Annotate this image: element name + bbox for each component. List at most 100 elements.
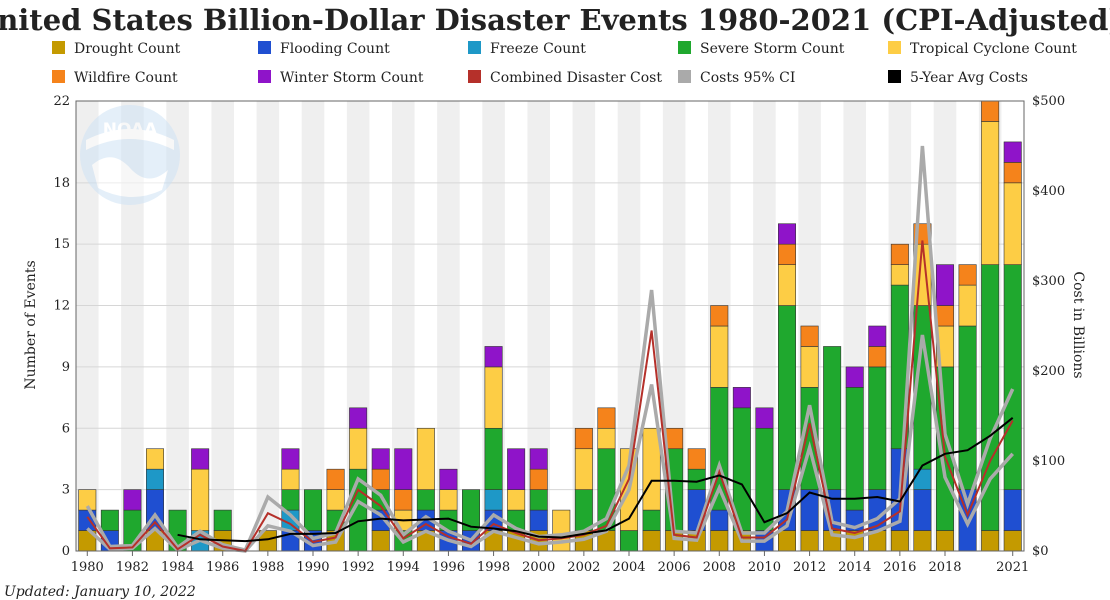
legend-label: Flooding Count	[280, 41, 390, 57]
bar-segment	[958, 325, 977, 490]
bar-segment	[507, 489, 526, 511]
legend-item: Freeze Count	[468, 41, 586, 57]
combined-disaster-cost-line	[86, 240, 1014, 553]
bar-segment	[484, 366, 503, 429]
bar-segment	[552, 509, 571, 552]
bar-segment	[981, 121, 1000, 265]
bar-segment	[349, 427, 368, 470]
legend-swatch	[888, 41, 901, 54]
bar-segment	[371, 530, 390, 552]
bar-segment	[574, 427, 593, 450]
bar-segment	[213, 509, 232, 531]
x-tick-label: 2018	[928, 560, 961, 575]
bar-segment	[913, 530, 932, 552]
y-tick-label: 9	[62, 360, 70, 375]
bar-segment	[123, 489, 142, 511]
bar-segment	[755, 427, 774, 531]
y2-tick-label: $0	[1032, 544, 1049, 559]
bar-segment	[981, 530, 1000, 552]
x-tick-label: 2021	[996, 560, 1029, 575]
x-tick-label: 2000	[522, 560, 555, 575]
bar-segment	[191, 448, 210, 470]
5-year-avg-costs-line	[177, 417, 1014, 543]
bar-segment	[326, 489, 345, 511]
bar-segment	[529, 468, 548, 490]
legend-label: 5-Year Avg Costs	[910, 70, 1028, 86]
bar-segment	[868, 325, 887, 347]
bar-segment	[800, 325, 819, 347]
legend-swatch	[888, 70, 901, 83]
legend-item: Wildfire Count	[52, 70, 178, 86]
bar-segment	[100, 509, 119, 531]
y-tick-label: 18	[53, 176, 70, 191]
bar-segment	[665, 427, 684, 450]
column-shade	[437, 101, 460, 551]
chart-title: United States Billion-Dollar Disaster Ev…	[0, 3, 1110, 37]
bar-segment	[936, 264, 954, 306]
y-axis-label: Number of Events	[23, 260, 39, 389]
legend-swatch	[52, 41, 65, 54]
y-tick-label: 15	[53, 237, 70, 252]
legend-item: Winter Storm Count	[258, 70, 424, 86]
bar-segment	[890, 243, 909, 265]
legend: Drought Count Flooding Count Freeze Count S…	[52, 41, 1077, 86]
bar-segment	[845, 366, 864, 388]
bar-segment	[281, 448, 300, 470]
x-tick-label: 2016	[883, 560, 916, 575]
bar-segment	[597, 427, 616, 450]
y-axis-right: $0 $100 $200 $300 $400 $500	[1032, 94, 1065, 559]
legend-item: Drought Count	[52, 41, 181, 57]
bar-segment	[1003, 530, 1022, 552]
bar-segment	[913, 489, 932, 531]
bar-segment	[484, 489, 503, 511]
y-tick-label: 3	[62, 483, 70, 498]
bar-segment	[913, 468, 932, 490]
bar-segment	[936, 530, 954, 552]
y2-tick-label: $300	[1032, 274, 1065, 289]
bar-segment	[642, 427, 661, 511]
bar-segment	[868, 346, 887, 368]
bar-segment	[416, 427, 435, 490]
legend-label: Tropical Cyclone Count	[910, 41, 1077, 57]
bar-segment	[326, 468, 345, 490]
legend-label: Winter Storm Count	[280, 70, 424, 86]
column-shade	[76, 101, 99, 551]
bar-segment	[868, 366, 887, 490]
x-axis: 1980 1982 1984 1986 1988 1990 1992 1994 1996 1998…	[71, 551, 1029, 575]
bar-segment	[146, 468, 164, 490]
bar-segment	[778, 223, 796, 245]
bar-segment	[1003, 141, 1022, 163]
bar-segment	[439, 489, 458, 511]
y-axis-left: 0 3 6 9 12 15 18 22	[53, 94, 70, 559]
bar-segment	[778, 530, 796, 552]
bar-segment	[304, 489, 322, 531]
y-tick-label: 12	[53, 299, 70, 314]
column-shade	[256, 101, 280, 551]
bar-segment	[462, 489, 480, 531]
x-tick-label: 1984	[161, 560, 194, 575]
legend-item: Flooding Count	[258, 41, 390, 57]
x-tick-label: 1980	[71, 560, 104, 575]
legend-label: Combined Disaster Cost	[490, 70, 662, 86]
x-tick-label: 2004	[612, 560, 645, 575]
bar-segment	[529, 489, 548, 511]
legend-swatch	[678, 41, 691, 54]
lines	[85, 145, 1015, 553]
column-shade	[527, 101, 550, 551]
legend-swatch	[468, 41, 481, 54]
bar-segment	[191, 468, 210, 531]
bar-segment	[800, 530, 819, 552]
x-tick-label: 1988	[251, 560, 284, 575]
bar-segment	[642, 530, 661, 552]
y-tick-label: 6	[62, 421, 70, 436]
bar-segment	[349, 407, 368, 429]
bar-segment	[394, 489, 413, 511]
bar-segment	[146, 448, 164, 470]
x-tick-label: 1992	[342, 560, 375, 575]
bar-segment	[574, 489, 593, 531]
legend-item: Tropical Cyclone Count	[888, 41, 1077, 57]
legend-swatch	[468, 70, 481, 83]
bar-segment	[574, 448, 593, 490]
y2-axis-label: Cost in Billions	[1070, 271, 1086, 378]
